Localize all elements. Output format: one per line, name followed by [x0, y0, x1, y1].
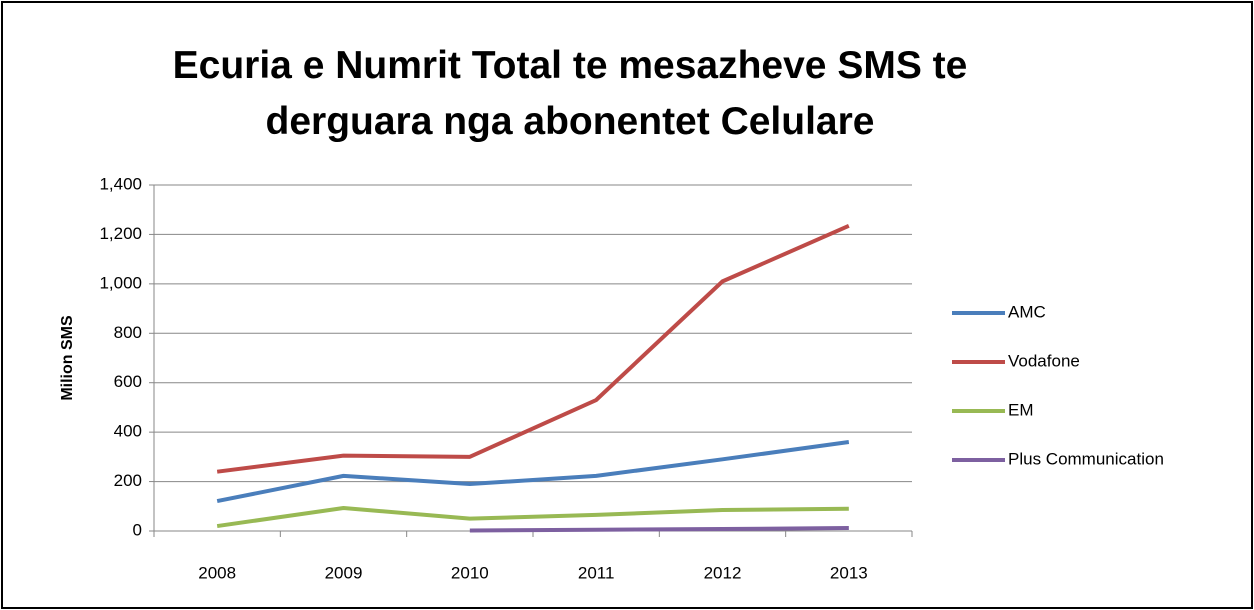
- legend-label: EM: [1008, 400, 1034, 419]
- y-axis-label: Milion SMS: [59, 315, 76, 401]
- y-tick-label: 1,000: [99, 273, 142, 292]
- x-tick-label: 2010: [451, 563, 489, 582]
- legend-label: AMC: [1008, 302, 1046, 321]
- x-tick-label: 2012: [704, 563, 742, 582]
- y-tick-label: 1,400: [99, 174, 142, 193]
- y-tick-label: 0: [133, 520, 142, 539]
- legend-label: Vodafone: [1008, 351, 1080, 370]
- legend-label: Plus Communication: [1008, 449, 1164, 468]
- y-tick-label: 1,200: [99, 224, 142, 243]
- x-tick-label: 2009: [325, 563, 363, 582]
- x-tick-label: 2008: [198, 563, 236, 582]
- series-line: [216, 223, 850, 474]
- y-tick-label: 800: [114, 323, 142, 342]
- y-tick-label: 200: [114, 471, 142, 490]
- x-tick-label: 2011: [578, 563, 615, 582]
- series-line: [216, 506, 849, 529]
- x-tick-label: 2013: [830, 563, 868, 582]
- series-line: [216, 440, 850, 504]
- y-tick-label: 400: [114, 422, 142, 441]
- series-line: [469, 526, 849, 533]
- chart-title: Ecuria e Numrit Total te mesazheve SMS t…: [172, 44, 968, 143]
- y-tick-label: 600: [114, 372, 142, 391]
